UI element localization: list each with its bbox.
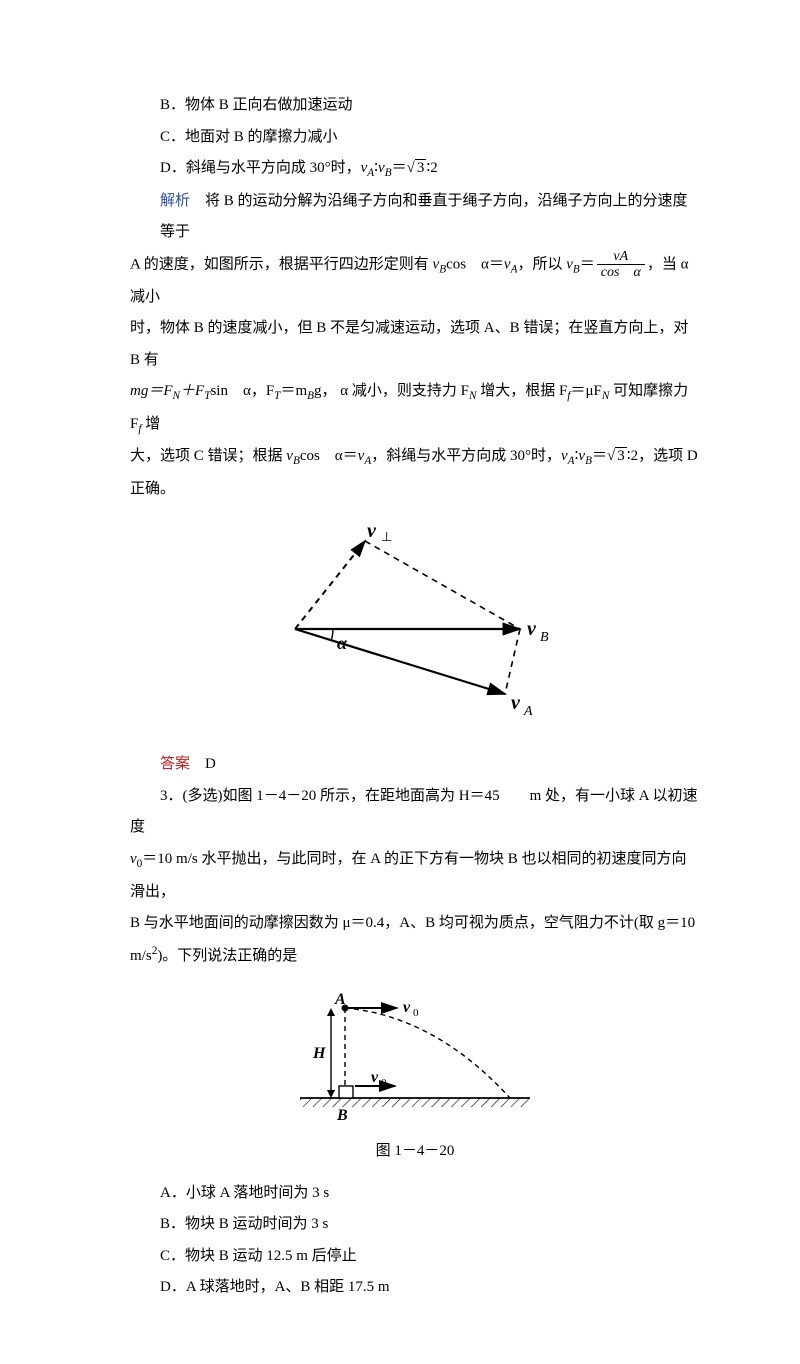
mg-sym: mg＝F — [130, 383, 173, 399]
sqrt-3b-rad: 3 — [615, 447, 627, 464]
q3-stem-4: m/s — [130, 948, 152, 964]
q3-stem-3: B 与水平地面间的动摩擦因数为 μ＝0.4，A、B 均可视为质点，空气阻力不计(… — [130, 915, 695, 931]
q2-option-c-text: C．地面对 B 的摩擦力减小 — [160, 129, 338, 145]
q2-option-d-suf: ∶2 — [426, 160, 437, 176]
q3-stem-l1: 3．(多选)如图 1－4－20 所示，在距地面高为 H＝45 m 处，有一小球 … — [130, 781, 700, 844]
vector-diagram-svg: v ⊥ v B v A α — [255, 519, 575, 739]
svg-text:v: v — [403, 999, 411, 1016]
svg-text:v: v — [371, 1069, 379, 1086]
q3-option-b-text: B．物块 B 运动时间为 3 s — [160, 1216, 328, 1232]
frac-1: vAcos α — [595, 249, 647, 281]
vA-sym3: v — [561, 448, 568, 464]
vA-sym: v — [504, 256, 511, 272]
q3-option-d: D．A 球落地时，A、B 相距 17.5 m — [130, 1272, 700, 1304]
svg-text:v: v — [367, 520, 377, 542]
ft-mid6: ＝μF — [570, 383, 601, 399]
q2-analysis-l3: 时，物体 B 的速度减小，但 B 不是匀减速运动，选项 A、B 错误；在竖直方向… — [130, 313, 700, 376]
ft-mid4: g， α 减小，则支持力 F — [314, 383, 469, 399]
svg-text:B: B — [540, 630, 549, 645]
frac-1-num: vA — [597, 249, 645, 265]
answer-label: 答案 — [160, 756, 190, 772]
q2-option-d: D．斜绳与水平方向成 30°时，vA∶vB＝3∶2 — [130, 153, 700, 186]
vB-sub3: B — [293, 455, 300, 467]
vector-diagram: v ⊥ v B v A α — [130, 519, 700, 739]
svg-text:⊥: ⊥ — [381, 529, 392, 544]
sqrt-3: 3 — [407, 153, 427, 185]
sqrt-3b: 3 — [607, 441, 627, 473]
vB-sym3: v — [286, 448, 293, 464]
q3-option-a: A．小球 A 落地时间为 3 s — [130, 1178, 700, 1210]
q2-option-c: C．地面对 B 的摩擦力减小 — [130, 122, 700, 154]
q3-stem-l4: m/s2)。下列说法正确的是 — [130, 940, 700, 973]
vB-sub2: B — [573, 263, 580, 275]
v-symbol-2: v — [378, 160, 385, 176]
q3-option-b: B．物块 B 运动时间为 3 s — [130, 1209, 700, 1241]
analysis-5-pre: 大，选项 C 错误；根据 — [130, 448, 286, 464]
projectile-diagram-svg: A v 0 H v 0 B — [275, 986, 555, 1136]
svg-text:v: v — [527, 618, 537, 640]
sub-a: A — [367, 167, 374, 179]
svg-text:α: α — [337, 633, 348, 653]
q3-stem-l3: B 与水平地面间的动摩擦因数为 μ＝0.4，A、B 均可视为质点，空气阻力不计(… — [130, 908, 700, 940]
analysis-5-mid2: ，斜绳与水平方向成 30°时， — [371, 448, 561, 464]
q3-stem-2b: ＝10 m/s 水平抛出，与此同时，在 A 的正下方有一物块 B 也以相同的初速… — [130, 851, 686, 900]
sqrt-3-rad: 3 — [415, 159, 427, 176]
q3-option-c-text: C．物块 B 运动 12.5 m 后停止 — [160, 1248, 357, 1264]
q2-option-d-pre: D．斜绳与水平方向成 30°时， — [160, 160, 361, 176]
q3-option-c: C．物块 B 运动 12.5 m 后停止 — [130, 1241, 700, 1273]
q2-analysis-l6: 正确。 — [130, 474, 700, 506]
analysis-3: 时，物体 B 的速度减小，但 B 不是匀减速运动，选项 A、B 错误；在竖直方向… — [130, 320, 688, 368]
analysis-2c: ，所以 — [517, 256, 566, 272]
projectile-diagram: A v 0 H v 0 B 图 1－4－20 — [130, 986, 700, 1168]
q2-analysis-l4: mg＝FN＋FTsin α，FT＝mBg， α 减小，则支持力 FN 增大，根据… — [130, 376, 700, 441]
q3-option-a-text: A．小球 A 落地时间为 3 s — [160, 1185, 329, 1201]
svg-text:0: 0 — [381, 1077, 387, 1089]
q2-analysis-l1: 解析 将 B 的运动分解为沿绳子方向和垂直于绳子方向，沿绳子方向上的分速度等于 — [130, 186, 700, 249]
q3-stem-4b: )。下列说法正确的是 — [157, 948, 297, 964]
ft-mid3: ＝m — [280, 383, 307, 399]
svg-text:B: B — [336, 1107, 348, 1124]
analysis-5-mid: cos α＝ — [300, 448, 358, 464]
answer-value: D — [190, 756, 216, 772]
projectile-caption: 图 1－4－20 — [130, 1136, 700, 1168]
vB-sym2: v — [566, 256, 573, 272]
analysis-label: 解析 — [160, 193, 190, 209]
ft-mid1: ＋F — [180, 383, 204, 399]
ft-mid2: sin α，F — [210, 383, 274, 399]
analysis-2b: cos α＝ — [446, 256, 504, 272]
q2-option-b: B．物体 B 正向右做加速运动 — [130, 90, 700, 122]
svg-text:A: A — [334, 991, 346, 1008]
q2-answer: 答案 D — [130, 749, 700, 781]
q2-option-b-text: B．物体 B 正向右做加速运动 — [160, 97, 353, 113]
analysis-5-eq: ＝ — [592, 448, 607, 464]
q2-analysis-l5: 大，选项 C 错误；根据 vBcos α＝vA，斜绳与水平方向成 30°时，vA… — [130, 441, 700, 474]
page: B．物体 B 正向右做加速运动 C．地面对 B 的摩擦力减小 D．斜绳与水平方向… — [0, 0, 800, 1364]
fn-sub: N — [173, 390, 181, 402]
frac-1-den: cos α — [597, 265, 645, 280]
q3-stem-1: 3．(多选)如图 1－4－20 所示，在距地面高为 H＝45 m 处，有一小球 … — [130, 788, 698, 836]
svg-text:H: H — [312, 1045, 326, 1062]
ft-mid5: 增大，根据 F — [476, 383, 567, 399]
mb-sub: B — [307, 390, 314, 402]
q2-analysis-l2: A 的速度，如图所示，根据平行四边形定则有 vBcos α＝vA，所以 vB＝v… — [130, 249, 700, 313]
analysis-6: 正确。 — [130, 481, 175, 497]
sub-b: B — [385, 167, 392, 179]
vA-sub3: A — [568, 455, 575, 467]
eq-1: ＝ — [392, 160, 407, 176]
vB-sub4: B — [585, 455, 592, 467]
ft-mid8: 增 — [141, 416, 160, 432]
svg-text:0: 0 — [413, 1007, 419, 1019]
svg-text:A: A — [523, 704, 533, 719]
q3-stem-l2: v0＝10 m/s 水平抛出，与此同时，在 A 的正下方有一物块 B 也以相同的… — [130, 844, 700, 908]
q3-option-d-text: D．A 球落地时，A、B 相距 17.5 m — [160, 1279, 390, 1295]
analysis-1: 将 B 的运动分解为沿绳子方向和垂直于绳子方向，沿绳子方向上的分速度等于 — [160, 193, 688, 241]
analysis-2d: ＝ — [580, 256, 595, 272]
v0-sym: v — [130, 851, 137, 867]
analysis-5-suf: ∶2，选项 D — [627, 448, 698, 464]
analysis-2a: A 的速度，如图所示，根据平行四边形定则有 — [130, 256, 433, 272]
svg-text:v: v — [511, 692, 521, 714]
